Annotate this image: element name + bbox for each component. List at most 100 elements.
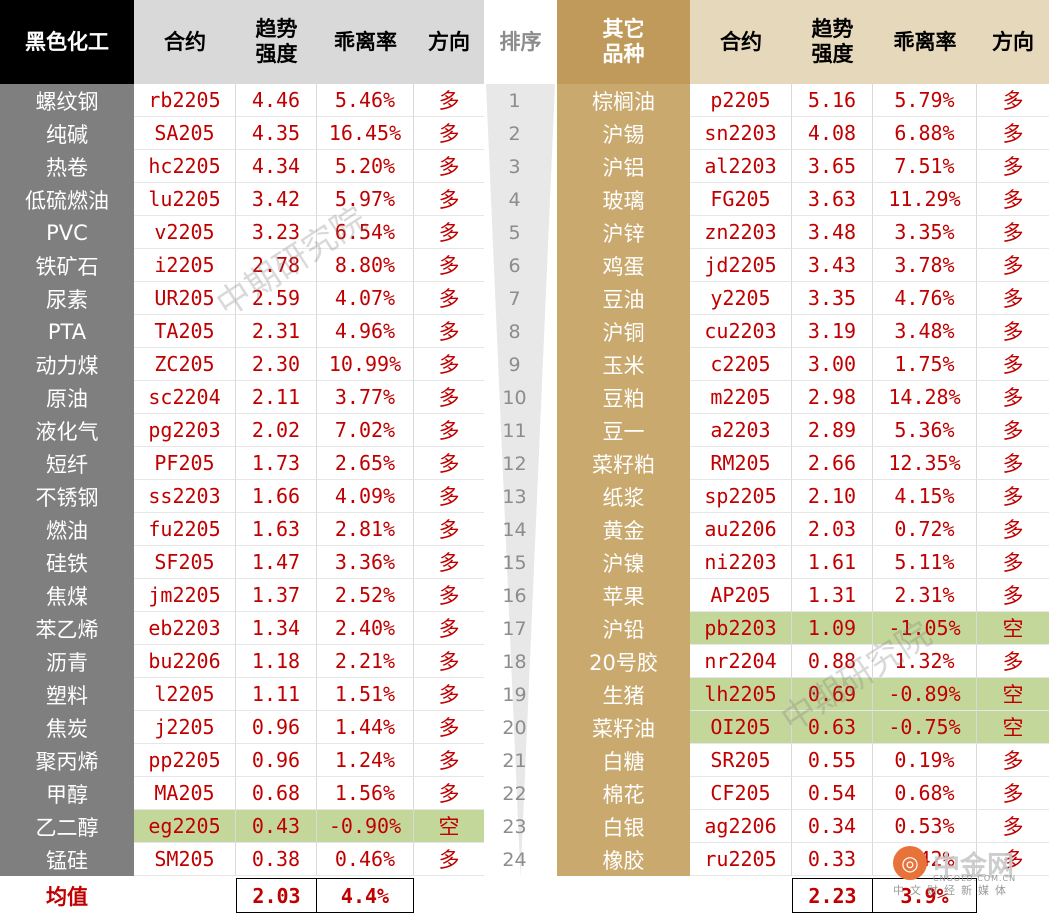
left-direction-cell: 多 xyxy=(414,447,484,480)
left-direction-cell: 多 xyxy=(414,315,484,348)
left-trend-cell: 3.42 xyxy=(236,183,317,216)
left-deviation-cell: 2.81% xyxy=(317,513,414,546)
right-deviation-cell: 3.78% xyxy=(873,249,977,282)
right-contract-cell: sn2203 xyxy=(690,117,792,150)
left-deviation-header: 乖离率 xyxy=(317,0,414,84)
left-contract-cell: l2205 xyxy=(134,678,236,711)
left-deviation-cell: 3.77% xyxy=(317,381,414,414)
left-name-cell: 低硫燃油 xyxy=(0,183,134,216)
right-contract-cell: CF205 xyxy=(690,777,792,810)
left-deviation-cell: 2.21% xyxy=(317,645,414,678)
left-contract-cell: eg2205 xyxy=(134,810,236,843)
left-contract-cell: pp2205 xyxy=(134,744,236,777)
right-name-cell: 沪铜 xyxy=(557,315,690,348)
left-contract-cell: i2205 xyxy=(134,249,236,282)
left-contract-cell: lu2205 xyxy=(134,183,236,216)
left-direction-cell: 多 xyxy=(414,183,484,216)
left-trend-cell: 2.78 xyxy=(236,249,317,282)
right-deviation-cell: -1.05% xyxy=(873,612,977,645)
right-deviation-cell: 14.28% xyxy=(873,381,977,414)
right-direction-cell: 多 xyxy=(977,183,1049,216)
left-trend-cell: 0.68 xyxy=(236,777,317,810)
right-contract-cell: ru2205 xyxy=(690,843,792,876)
rank-cell: 2 xyxy=(508,122,521,145)
left-direction-cell: 多 xyxy=(414,150,484,183)
rank-cell: 12 xyxy=(502,452,527,475)
left-name-cell: 纯碱 xyxy=(0,117,134,150)
left-direction-cell: 多 xyxy=(414,843,484,876)
left-trend-cell: 1.47 xyxy=(236,546,317,579)
rank-triangle-decoration xyxy=(486,84,555,878)
right-direction-cell: 多 xyxy=(977,447,1049,480)
right-contract-cell: ni2203 xyxy=(690,546,792,579)
left-deviation-cell: -0.90% xyxy=(317,810,414,843)
left-average-deviation: 4.4% xyxy=(316,878,414,913)
right-contract-cell: OI205 xyxy=(690,711,792,744)
left-deviation-cell: 4.09% xyxy=(317,480,414,513)
rank-cell: 17 xyxy=(502,617,527,640)
left-direction-cell: 多 xyxy=(414,480,484,513)
left-deviation-cell: 5.46% xyxy=(317,84,414,117)
right-contract-cell: nr2204 xyxy=(690,645,792,678)
right-name-cell: 菜籽粕 xyxy=(557,447,690,480)
right-name-cell: 菜籽油 xyxy=(557,711,690,744)
left-trend-cell: 3.23 xyxy=(236,216,317,249)
right-deviation-cell: 3.35% xyxy=(873,216,977,249)
left-trend-cell: 2.31 xyxy=(236,315,317,348)
left-direction-cell: 多 xyxy=(414,678,484,711)
left-direction-cell: 多 xyxy=(414,711,484,744)
right-group-header: 其它 品种 xyxy=(557,0,690,84)
left-name-cell: 聚丙烯 xyxy=(0,744,134,777)
rank-cell: 3 xyxy=(508,155,521,178)
right-contract-cell: au2206 xyxy=(690,513,792,546)
left-contract-header: 合约 xyxy=(134,0,236,84)
right-deviation-cell: 5.36% xyxy=(873,414,977,447)
trend-header-line1: 趋势 xyxy=(255,17,298,41)
left-trend-cell: 0.96 xyxy=(236,744,317,777)
left-direction-cell: 多 xyxy=(414,612,484,645)
left-name-cell: 甲醇 xyxy=(0,777,134,810)
right-name-cell: 沪铝 xyxy=(557,150,690,183)
rank-cell: 5 xyxy=(508,221,521,244)
left-contract-cell: hc2205 xyxy=(134,150,236,183)
right-contract-cell: SR205 xyxy=(690,744,792,777)
left-direction-cell: 多 xyxy=(414,513,484,546)
left-name-cell: 苯乙烯 xyxy=(0,612,134,645)
rank-cell: 10 xyxy=(502,386,527,409)
logo-tagline: 中文财经新媒体 xyxy=(893,884,1012,897)
right-trend-cell: 5.16 xyxy=(792,84,873,117)
right-average-trend: 2.23 xyxy=(792,878,873,913)
left-name-cell: 尿素 xyxy=(0,282,134,315)
right-name-cell: 沪锡 xyxy=(557,117,690,150)
right-contract-cell: pb2203 xyxy=(690,612,792,645)
average-label: 均值 xyxy=(46,884,88,909)
rank-cell: 15 xyxy=(502,551,527,574)
logo-text: 中金网 xyxy=(933,851,1014,882)
right-name-cell: 黄金 xyxy=(557,513,690,546)
left-direction-cell: 多 xyxy=(414,744,484,777)
right-direction-cell: 多 xyxy=(977,414,1049,447)
right-trend-cell: 1.09 xyxy=(792,612,873,645)
rank-cell: 13 xyxy=(502,485,527,508)
rank-cell: 14 xyxy=(502,518,527,541)
right-direction-cell: 多 xyxy=(977,777,1049,810)
right-deviation-cell: 7.51% xyxy=(873,150,977,183)
rank-header: 排序 xyxy=(484,0,557,84)
right-direction-cell: 多 xyxy=(977,546,1049,579)
left-contract-cell: SA205 xyxy=(134,117,236,150)
rank-cell: 20 xyxy=(502,716,527,739)
trend-header-line2: 强度 xyxy=(811,42,854,66)
right-contract-cell: lh2205 xyxy=(690,678,792,711)
left-contract-cell: SF205 xyxy=(134,546,236,579)
right-contract-cell: FG205 xyxy=(690,183,792,216)
left-name-cell: 硅铁 xyxy=(0,546,134,579)
left-name-cell: 铁矿石 xyxy=(0,249,134,282)
left-deviation-cell: 1.56% xyxy=(317,777,414,810)
left-contract-cell: TA205 xyxy=(134,315,236,348)
right-name-cell: 20号胶 xyxy=(557,645,690,678)
left-group-header: 黑色化工 xyxy=(0,0,134,84)
right-direction-cell: 多 xyxy=(977,480,1049,513)
rank-cell: 21 xyxy=(502,749,527,772)
left-trend-cell: 1.11 xyxy=(236,678,317,711)
right-direction-cell: 多 xyxy=(977,348,1049,381)
